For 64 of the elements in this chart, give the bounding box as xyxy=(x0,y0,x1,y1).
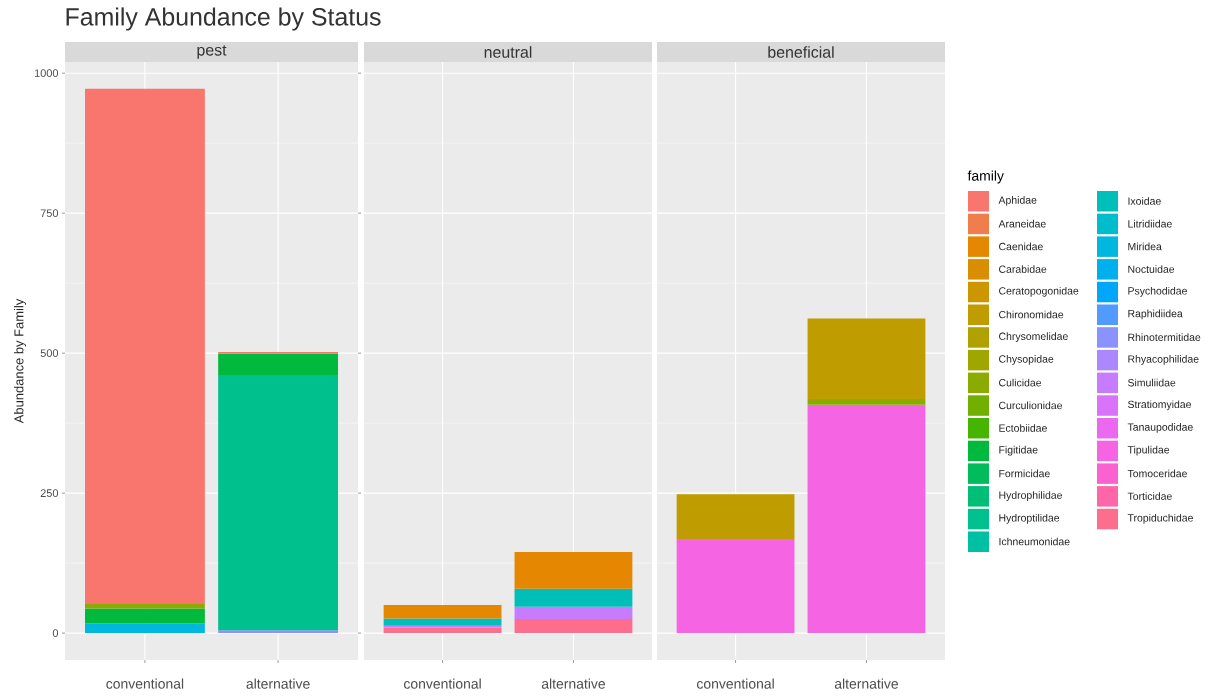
bar xyxy=(514,551,633,589)
legend-label: Miridea xyxy=(1128,242,1162,251)
bar xyxy=(383,605,502,619)
legend-label: Rhyacophilidae xyxy=(1128,355,1199,365)
y-tick-label: 1000 xyxy=(34,69,59,78)
bar xyxy=(218,374,339,631)
legend-label: Ixoidae xyxy=(1128,197,1161,205)
y-tick-label: 250 xyxy=(40,489,59,498)
chart-subtitle: beneficial xyxy=(768,46,834,58)
y-axis-title: Abundance by Family xyxy=(13,298,27,424)
legend-label: Psychodidae xyxy=(1128,286,1187,297)
legend-label: Chironomidae xyxy=(999,310,1064,319)
y-tick-label: 750 xyxy=(40,209,59,218)
x-tick-label: alternative xyxy=(834,678,899,689)
legend-label: Litridiidae xyxy=(1128,219,1172,228)
legend-label: Simuliidae xyxy=(1127,378,1176,387)
legend-label: Hydrophilidae xyxy=(999,491,1062,501)
legend-label: Figitidae xyxy=(999,445,1038,456)
bar xyxy=(676,494,795,540)
chart-subtitle: pest xyxy=(197,45,227,59)
legend-label: Tomoceridae xyxy=(1127,469,1187,478)
bar xyxy=(807,399,926,405)
legend-label: Chrysomelidae xyxy=(999,332,1068,343)
legend-label: Tanaupodidae xyxy=(1127,423,1193,433)
legend-label: Ichneumonidae xyxy=(999,537,1070,546)
x-tick-label: alternative xyxy=(246,678,310,689)
legend-label: Tropiduchidae xyxy=(1127,513,1193,524)
legend-label: Aphidae xyxy=(998,196,1037,206)
bar xyxy=(514,588,633,607)
bar xyxy=(514,606,633,620)
legend-label: Caenidae xyxy=(999,242,1043,251)
legend-label: Noctuidae xyxy=(1128,265,1175,273)
x-tick-label: conventional xyxy=(403,678,481,689)
bar xyxy=(383,618,502,626)
bar xyxy=(807,404,926,634)
bar xyxy=(218,353,339,375)
bar xyxy=(84,608,205,624)
legend-label: Ectobiidae xyxy=(999,424,1047,432)
legend-label: Araneidae xyxy=(998,219,1046,228)
legend-label: Ceratopogonidae xyxy=(999,286,1079,297)
bar xyxy=(84,623,205,634)
legend-label: Rhinotermitidae xyxy=(1128,333,1201,342)
legend-title: family xyxy=(967,170,1004,184)
chart-subtitle: neutral xyxy=(484,46,532,58)
legend-label: Stratiomyidae xyxy=(1127,400,1191,411)
x-tick-label: alternative xyxy=(541,678,606,689)
y-tick-label: 0 xyxy=(52,629,59,637)
legend-label: Hydroptilidae xyxy=(999,513,1060,524)
bar xyxy=(514,619,633,634)
legend-label: Raphidiidea xyxy=(1128,309,1183,320)
legend-label: Curculionidae xyxy=(999,401,1062,410)
chart-title: Family Abundance by Status xyxy=(66,7,381,31)
legend-label: Culicidae xyxy=(999,378,1042,387)
bar xyxy=(807,318,926,400)
legend-label: Formicidae xyxy=(999,469,1050,478)
legend-label: Chysopidae xyxy=(999,355,1054,365)
legend-label: Torticidae xyxy=(1127,492,1172,500)
legend-label: Tipulidae xyxy=(1127,445,1170,456)
x-tick-label: conventional xyxy=(696,678,774,689)
bar xyxy=(676,539,795,634)
y-tick-label: 500 xyxy=(40,349,59,358)
x-tick-label: conventional xyxy=(106,678,184,689)
legend-label: Carabidae xyxy=(999,265,1047,273)
bar xyxy=(218,630,339,634)
